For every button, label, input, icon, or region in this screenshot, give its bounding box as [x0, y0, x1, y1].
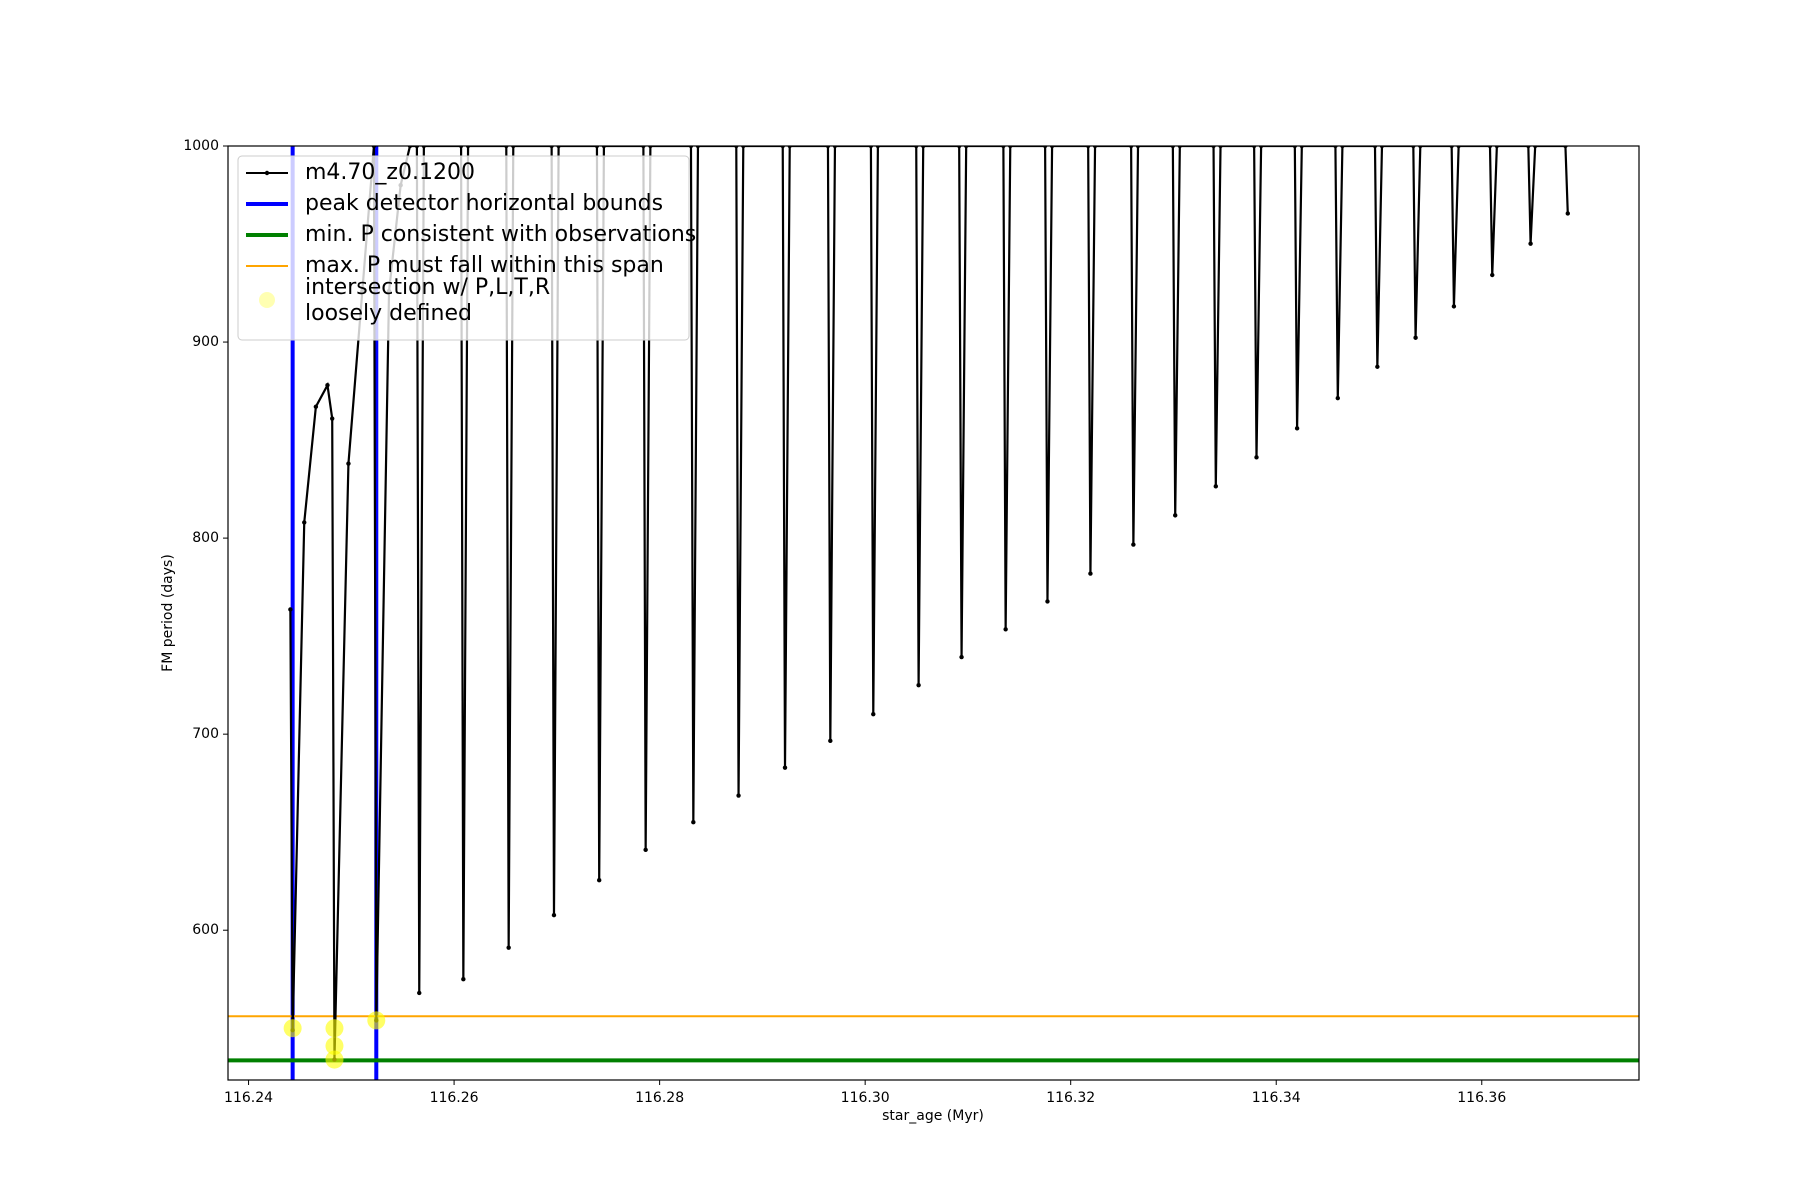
series-marker: [302, 520, 307, 525]
legend-swatch: [259, 292, 275, 308]
series-marker: [417, 990, 422, 996]
series-marker: [691, 819, 696, 825]
series-marker: [551, 912, 557, 918]
series-marker: [1131, 542, 1136, 547]
legend-label: peak detector horizontal bounds: [305, 191, 663, 216]
legend-label: min. P consistent with observations: [305, 222, 696, 247]
series-marker: [1451, 304, 1457, 309]
series-marker: [828, 738, 833, 744]
x-tick-label: 116.30: [841, 1090, 890, 1106]
axes-frame: [227, 145, 1640, 1081]
series-marker: [1490, 272, 1495, 278]
series-marker: [1213, 484, 1219, 489]
y-axis-label: FM period (days): [160, 554, 176, 672]
series-marker: [1565, 211, 1570, 216]
y-tick-label: 800: [192, 530, 219, 546]
legend-label: intersection w/ P,L,T,R loosely defined: [305, 275, 550, 326]
x-tick-label: 116.26: [430, 1090, 479, 1106]
x-tick-label: 116.32: [1046, 1090, 1095, 1106]
series-marker: [643, 847, 648, 853]
series-marker: [288, 607, 293, 612]
series-marker: [736, 793, 741, 798]
x-tick-label: 116.24: [224, 1090, 273, 1106]
series-marker: [782, 765, 788, 770]
series-marker: [1003, 627, 1008, 632]
series-marker: [871, 711, 876, 717]
x-tick-label: 116.28: [635, 1090, 684, 1106]
y-tick-label: 1000: [183, 138, 219, 154]
legend-label: max. P must fall within this span: [305, 253, 664, 278]
series-marker: [1413, 335, 1418, 340]
series-marker: [916, 682, 921, 688]
legend-label: m4.70_z0.1200: [305, 160, 475, 185]
series-marker: [1045, 599, 1050, 604]
y-tick-label: 600: [192, 922, 219, 938]
series-marker: [596, 878, 602, 883]
series-marker: [461, 977, 466, 982]
series-marker: [1375, 364, 1380, 369]
series-marker: [346, 461, 351, 466]
legend-box: [237, 155, 690, 341]
intersection-point: [283, 1019, 302, 1038]
series-marker: [325, 382, 330, 388]
series-marker: [506, 945, 511, 950]
series-marker: [1173, 513, 1178, 518]
series-marker: [1294, 426, 1300, 431]
intersection-point: [325, 1036, 344, 1055]
legend-marker: [264, 170, 270, 176]
x-tick-label: 116.34: [1252, 1090, 1301, 1106]
series-marker: [330, 416, 335, 421]
series-marker: [1088, 571, 1093, 576]
intersection-point: [325, 1019, 344, 1038]
series-marker: [1335, 395, 1340, 401]
y-tick-label: 900: [192, 334, 219, 350]
intersection-point: [367, 1011, 386, 1030]
x-tick-label: 116.36: [1457, 1090, 1506, 1106]
series-marker: [959, 654, 964, 660]
y-tick-label: 700: [192, 726, 219, 742]
intersection-point: [325, 1050, 344, 1069]
series-marker: [1254, 455, 1259, 460]
series-marker: [313, 404, 319, 409]
series-marker: [1528, 241, 1533, 246]
x-axis-label: star_age (Myr): [882, 1108, 984, 1124]
